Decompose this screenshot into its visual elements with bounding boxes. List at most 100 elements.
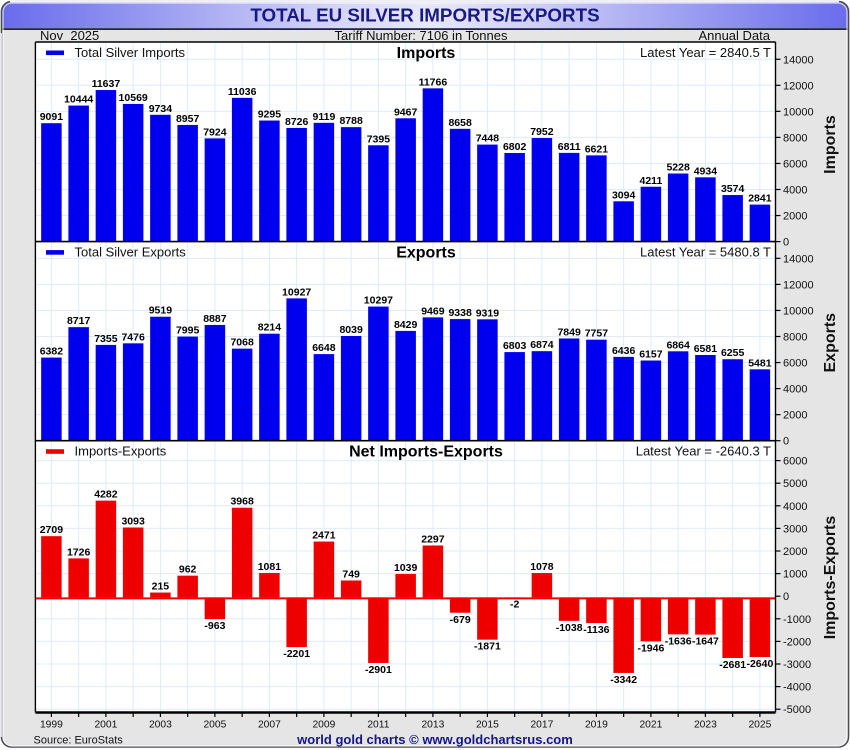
svg-text:2001: 2001 <box>94 720 117 731</box>
svg-text:2025: 2025 <box>748 720 771 731</box>
svg-text:Latest Year = -2640.3 T: Latest Year = -2640.3 T <box>636 444 771 459</box>
svg-text:8887: 8887 <box>203 313 227 325</box>
svg-text:11766: 11766 <box>419 76 448 88</box>
svg-text:4000: 4000 <box>783 501 807 513</box>
svg-text:1000: 1000 <box>783 569 807 581</box>
svg-text:-4000: -4000 <box>783 682 811 694</box>
svg-text:6157: 6157 <box>639 349 663 361</box>
svg-text:Total Silver Imports: Total Silver Imports <box>75 45 186 60</box>
svg-text:-2: -2 <box>510 598 519 610</box>
svg-text:2297: 2297 <box>421 533 445 545</box>
svg-text:7068: 7068 <box>230 337 254 349</box>
svg-text:8788: 8788 <box>339 115 363 127</box>
svg-text:1039: 1039 <box>394 562 418 574</box>
svg-text:1726: 1726 <box>67 546 91 558</box>
svg-text:7448: 7448 <box>476 133 500 145</box>
svg-text:Net Imports-Exports: Net Imports-Exports <box>349 444 503 461</box>
svg-text:9734: 9734 <box>149 103 173 115</box>
svg-text:world gold charts © www.goldch: world gold charts © www.goldchartsrus.co… <box>296 732 573 747</box>
svg-text:10569: 10569 <box>119 92 148 104</box>
svg-text:4282: 4282 <box>94 489 118 501</box>
svg-text:Imports: Imports <box>397 45 456 62</box>
svg-text:-2901: -2901 <box>365 664 392 676</box>
svg-text:9338: 9338 <box>448 307 472 319</box>
svg-text:Total Silver Exports: Total Silver Exports <box>75 245 187 260</box>
svg-text:6802: 6802 <box>503 141 527 153</box>
svg-text:10000: 10000 <box>783 305 814 317</box>
svg-text:3574: 3574 <box>721 183 745 195</box>
svg-text:749: 749 <box>342 568 360 580</box>
svg-text:7924: 7924 <box>203 126 227 138</box>
svg-text:7395: 7395 <box>367 133 391 145</box>
svg-text:0: 0 <box>783 436 789 448</box>
svg-text:6000: 6000 <box>783 158 807 170</box>
svg-text:2005: 2005 <box>203 720 226 731</box>
svg-text:Imports-Exports: Imports-Exports <box>822 516 839 640</box>
svg-text:3968: 3968 <box>230 496 254 508</box>
svg-text:5481: 5481 <box>748 357 772 369</box>
svg-text:-1136: -1136 <box>583 624 609 636</box>
svg-text:6811: 6811 <box>558 141 581 153</box>
svg-text:5000: 5000 <box>783 478 807 490</box>
svg-text:4000: 4000 <box>783 185 807 197</box>
svg-text:Nov 2025: Nov 2025 <box>40 28 99 43</box>
svg-text:2013: 2013 <box>421 720 444 731</box>
svg-text:-5000: -5000 <box>783 704 811 716</box>
svg-text:8726: 8726 <box>285 116 309 128</box>
svg-text:8717: 8717 <box>67 315 91 327</box>
svg-text:7355: 7355 <box>94 333 118 345</box>
svg-text:Tariff Number: 7106 in Tonnes: Tariff Number: 7106 in Tonnes <box>335 28 508 43</box>
svg-text:-2000: -2000 <box>783 636 811 648</box>
svg-text:6000: 6000 <box>783 456 807 468</box>
svg-text:9467: 9467 <box>394 106 418 118</box>
svg-text:-1946: -1946 <box>637 642 664 654</box>
svg-text:-1000: -1000 <box>783 614 811 626</box>
svg-text:1999: 1999 <box>40 720 63 731</box>
svg-text:7849: 7849 <box>557 326 581 338</box>
svg-text:2709: 2709 <box>40 524 64 536</box>
svg-text:6648: 6648 <box>312 342 336 354</box>
svg-text:7757: 7757 <box>585 328 609 340</box>
svg-text:4934: 4934 <box>694 165 718 177</box>
svg-text:2000: 2000 <box>783 546 807 558</box>
svg-text:-963: -963 <box>204 620 225 632</box>
svg-text:14000: 14000 <box>783 253 814 265</box>
svg-text:12000: 12000 <box>783 80 814 92</box>
svg-text:6621: 6621 <box>585 143 609 155</box>
svg-text:8000: 8000 <box>783 332 807 344</box>
svg-text:6581: 6581 <box>694 343 718 355</box>
svg-text:-2201: -2201 <box>283 648 310 660</box>
svg-text:-2681: -2681 <box>719 659 746 671</box>
svg-text:2021: 2021 <box>639 720 662 731</box>
svg-text:8039: 8039 <box>339 324 363 336</box>
svg-text:11036: 11036 <box>228 86 257 98</box>
svg-text:Exports: Exports <box>396 245 456 262</box>
svg-text:2023: 2023 <box>694 720 717 731</box>
svg-text:9469: 9469 <box>421 305 445 317</box>
svg-text:9519: 9519 <box>149 305 173 317</box>
svg-text:962: 962 <box>179 564 197 576</box>
svg-text:Latest Year = 5480.8 T: Latest Year = 5480.8 T <box>640 245 771 260</box>
svg-text:6436: 6436 <box>612 345 636 357</box>
svg-text:2011: 2011 <box>367 720 389 731</box>
svg-text:6874: 6874 <box>530 339 554 351</box>
svg-text:2009: 2009 <box>312 720 335 731</box>
svg-text:2003: 2003 <box>149 720 172 731</box>
svg-text:2007: 2007 <box>258 720 281 731</box>
svg-text:6864: 6864 <box>666 339 690 351</box>
svg-text:8658: 8658 <box>448 117 472 129</box>
svg-text:7952: 7952 <box>530 126 554 138</box>
svg-text:2000: 2000 <box>783 211 807 223</box>
svg-text:-3342: -3342 <box>610 674 637 686</box>
svg-text:2015: 2015 <box>476 720 499 731</box>
svg-text:Annual Data: Annual Data <box>698 28 770 43</box>
svg-text:-1647: -1647 <box>692 636 719 648</box>
svg-text:2000: 2000 <box>783 410 807 422</box>
svg-text:1081: 1081 <box>258 561 282 573</box>
svg-text:8957: 8957 <box>176 113 200 125</box>
svg-text:-1636: -1636 <box>665 635 692 647</box>
svg-text:Imports-Exports: Imports-Exports <box>75 444 167 459</box>
svg-text:10297: 10297 <box>364 295 393 307</box>
svg-text:1078: 1078 <box>530 561 554 573</box>
svg-text:Source: EuroStats: Source: EuroStats <box>34 735 124 747</box>
